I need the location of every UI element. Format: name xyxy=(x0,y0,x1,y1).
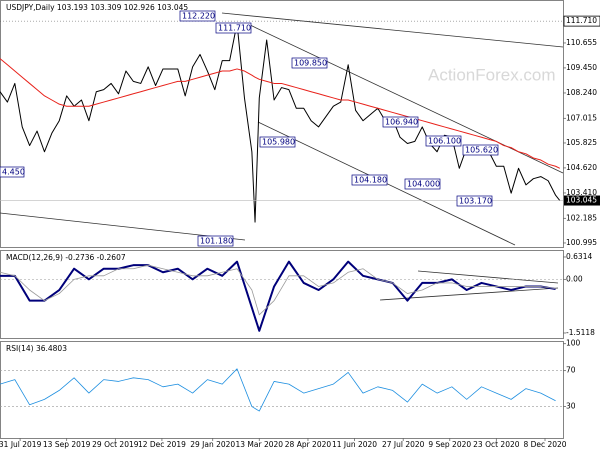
price-frame xyxy=(0,0,564,248)
annotation-box xyxy=(456,195,493,207)
annotation-box xyxy=(0,166,25,178)
y-tick-label: 30 xyxy=(566,402,576,411)
y-tick-label: 105.825 xyxy=(566,138,597,147)
price-box xyxy=(563,15,600,27)
trendline xyxy=(0,212,246,241)
annotation-box xyxy=(197,235,234,247)
trendline xyxy=(221,12,564,48)
annotation-box xyxy=(462,144,499,156)
panel-frames xyxy=(0,0,564,439)
annotation: 104.000 xyxy=(407,180,440,189)
annotation: 109.850 xyxy=(294,59,327,68)
y-tick-label: 100.995 xyxy=(566,238,597,247)
x-tick-label: 31 Jul 2019 xyxy=(0,440,42,449)
annotation-box xyxy=(259,136,296,148)
x-tick-label: 11 Jun 2020 xyxy=(332,440,377,449)
annotation: 106.940 xyxy=(385,118,418,127)
x-tick-label: 29 Oct 2019 xyxy=(92,440,139,449)
annotation-box xyxy=(291,57,328,69)
y-tick-label: 104.620 xyxy=(566,163,597,172)
y-tick-label: 100 xyxy=(566,339,581,348)
series-line xyxy=(0,58,561,169)
annotation-box xyxy=(215,22,252,34)
annotation-box xyxy=(179,10,216,22)
trendline xyxy=(249,24,564,174)
y-tick-label: 103.410 xyxy=(566,188,597,197)
annotation-box xyxy=(404,178,441,190)
annotation-box xyxy=(425,135,462,147)
annotation: 103.170 xyxy=(459,197,492,206)
y-tick-label: -1.5118 xyxy=(566,328,595,337)
annotation-box xyxy=(351,174,388,186)
panel-title: USDJPY,Daily 103.193 103.309 102.926 103… xyxy=(6,3,188,12)
x-tick-label: 9 Sep 2020 xyxy=(428,440,471,449)
x-tick-label: 29 Jan 2020 xyxy=(190,440,235,449)
y-tick-label: 70 xyxy=(566,366,576,375)
panel-title: MACD(12,26,9) -0.2736 -0.2607 xyxy=(6,253,126,262)
x-tick-label: 28 Apr 2020 xyxy=(285,440,332,449)
y-tick-label: 0.6314 xyxy=(566,252,592,261)
y-tick-label: 102.185 xyxy=(566,213,597,222)
last-price-box xyxy=(564,195,600,206)
y-tick-label: 110.655 xyxy=(566,38,597,47)
annotation: 111.710 xyxy=(218,24,251,33)
y-tick-label: 108.240 xyxy=(566,88,597,97)
annotation: 4.450 xyxy=(2,168,25,177)
series-line xyxy=(0,368,556,412)
annotation: 101.180 xyxy=(200,237,233,246)
x-tick-label: 12 Dec 2019 xyxy=(138,440,186,449)
y-tick-label: 109.450 xyxy=(566,63,597,72)
annotation: 104.180 xyxy=(354,176,387,185)
watermark: ActionForex.com xyxy=(428,65,556,84)
annotation: 105.980 xyxy=(262,138,295,147)
macd-frame xyxy=(0,250,564,339)
series-line xyxy=(0,264,556,316)
last-price-label: 103.045 xyxy=(566,196,597,205)
annotation: 112.220 xyxy=(182,12,215,21)
annotation: 105.620 xyxy=(465,146,498,155)
trendlines xyxy=(0,12,564,301)
y-tick-label: 0.00 xyxy=(566,274,583,283)
rsi-frame xyxy=(0,341,564,439)
annotation-box xyxy=(382,116,419,128)
trendline xyxy=(417,270,559,284)
panel-title: RSI(14) 36.4803 xyxy=(6,344,67,353)
price-label: 111.710 xyxy=(566,16,597,25)
x-tick-label: 13 Mar 2020 xyxy=(235,440,283,449)
y-tick-label: 107.015 xyxy=(566,113,597,122)
x-tick-label: 13 Sep 2019 xyxy=(43,440,91,449)
x-tick-label: 27 Jul 2020 xyxy=(382,440,425,449)
annotation: 106.100 xyxy=(428,137,461,146)
x-tick-label: 23 Oct 2020 xyxy=(473,440,520,449)
x-tick-label: 8 Dec 2020 xyxy=(523,440,566,449)
